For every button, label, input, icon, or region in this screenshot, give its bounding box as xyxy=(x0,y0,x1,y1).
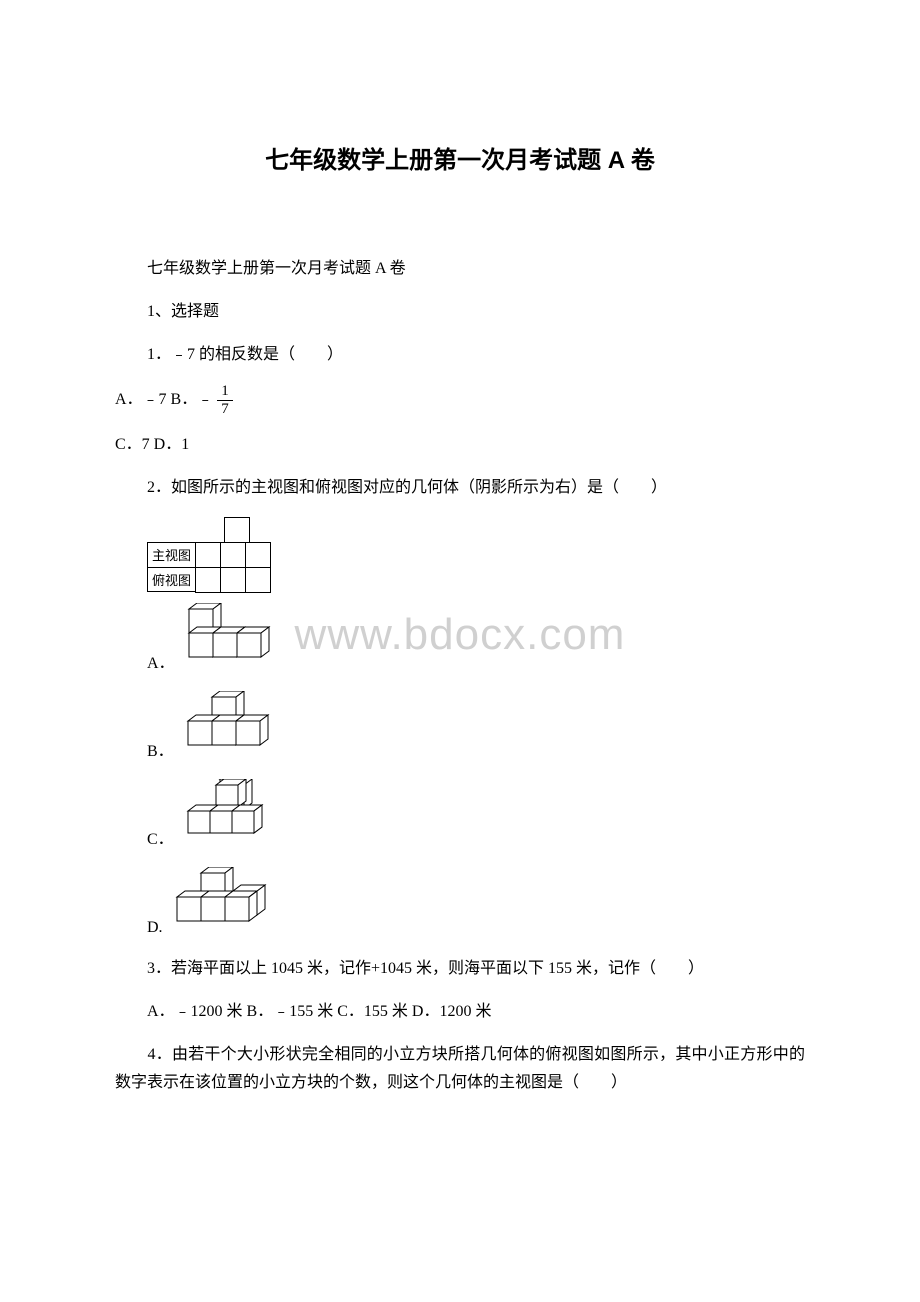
grid-cell xyxy=(220,542,246,568)
fraction-one-seventh: 1 7 xyxy=(217,383,233,417)
q1-stem: 1．﹣7 的相反数是（ ） xyxy=(115,341,805,370)
q2-option-d: D. xyxy=(147,867,805,941)
cube-diagram-a xyxy=(183,603,283,677)
q2-option-b: B． xyxy=(147,691,805,765)
grid-cell xyxy=(195,542,221,568)
grid-cell xyxy=(245,542,271,568)
main-title: 七年级数学上册第一次月考试题 A 卷 xyxy=(115,140,805,175)
q3-options: A．﹣1200 米 B．﹣155 米 C．155 米 D．1200 米 xyxy=(115,998,805,1027)
q4-stem-text: 4．由若干个大小形状完全相同的小立方块所搭几何体的俯视图如图所示，其中小正方形中… xyxy=(115,1046,805,1092)
top-view-label: 俯视图 xyxy=(147,567,196,592)
cube-diagram-d xyxy=(171,867,279,941)
q4-stem: 4．由若干个大小形状完全相同的小立方块所搭几何体的俯视图如图所示，其中小正方形中… xyxy=(115,1041,805,1099)
option-letter-c: C． xyxy=(147,825,174,853)
grid-cell xyxy=(195,567,221,593)
q2-stem: 2．如图所示的主视图和俯视图对应的几何体（阴影所示为右）是（ ） xyxy=(115,474,805,503)
fraction-denominator: 7 xyxy=(217,401,233,418)
page-content: 七年级数学上册第一次月考试题 A 卷 七年级数学上册第一次月考试题 A 卷 1、… xyxy=(0,0,920,1098)
grid-cell xyxy=(245,567,271,593)
q1-opt-ab-prefix: A．﹣7 B．﹣ xyxy=(115,386,213,415)
q1-options-ab: A．﹣7 B．﹣ 1 7 xyxy=(115,383,805,417)
cube-diagram-c xyxy=(182,779,290,853)
option-letter-d: D. xyxy=(147,919,163,941)
q1-options-cd: C．7 D．1 xyxy=(115,431,805,460)
grid-cell xyxy=(224,517,250,543)
subtitle-text: 七年级数学上册第一次月考试题 A 卷 xyxy=(115,255,805,284)
q2-views-diagram: 主视图 俯视图 xyxy=(147,517,805,593)
q2-option-a: A． xyxy=(147,603,805,677)
main-view-label: 主视图 xyxy=(147,542,196,568)
q3-stem: 3．若海平面以上 1045 米，记作+1045 米，则海平面以下 155 米，记… xyxy=(115,955,805,984)
option-letter-a: A． xyxy=(147,649,175,677)
q2-option-c: C． xyxy=(147,779,805,853)
cube-diagram-b xyxy=(182,691,282,765)
option-letter-b: B． xyxy=(147,737,174,765)
grid-cell xyxy=(220,567,246,593)
fraction-numerator: 1 xyxy=(217,383,233,401)
section-1-heading: 1、选择题 xyxy=(115,298,805,327)
